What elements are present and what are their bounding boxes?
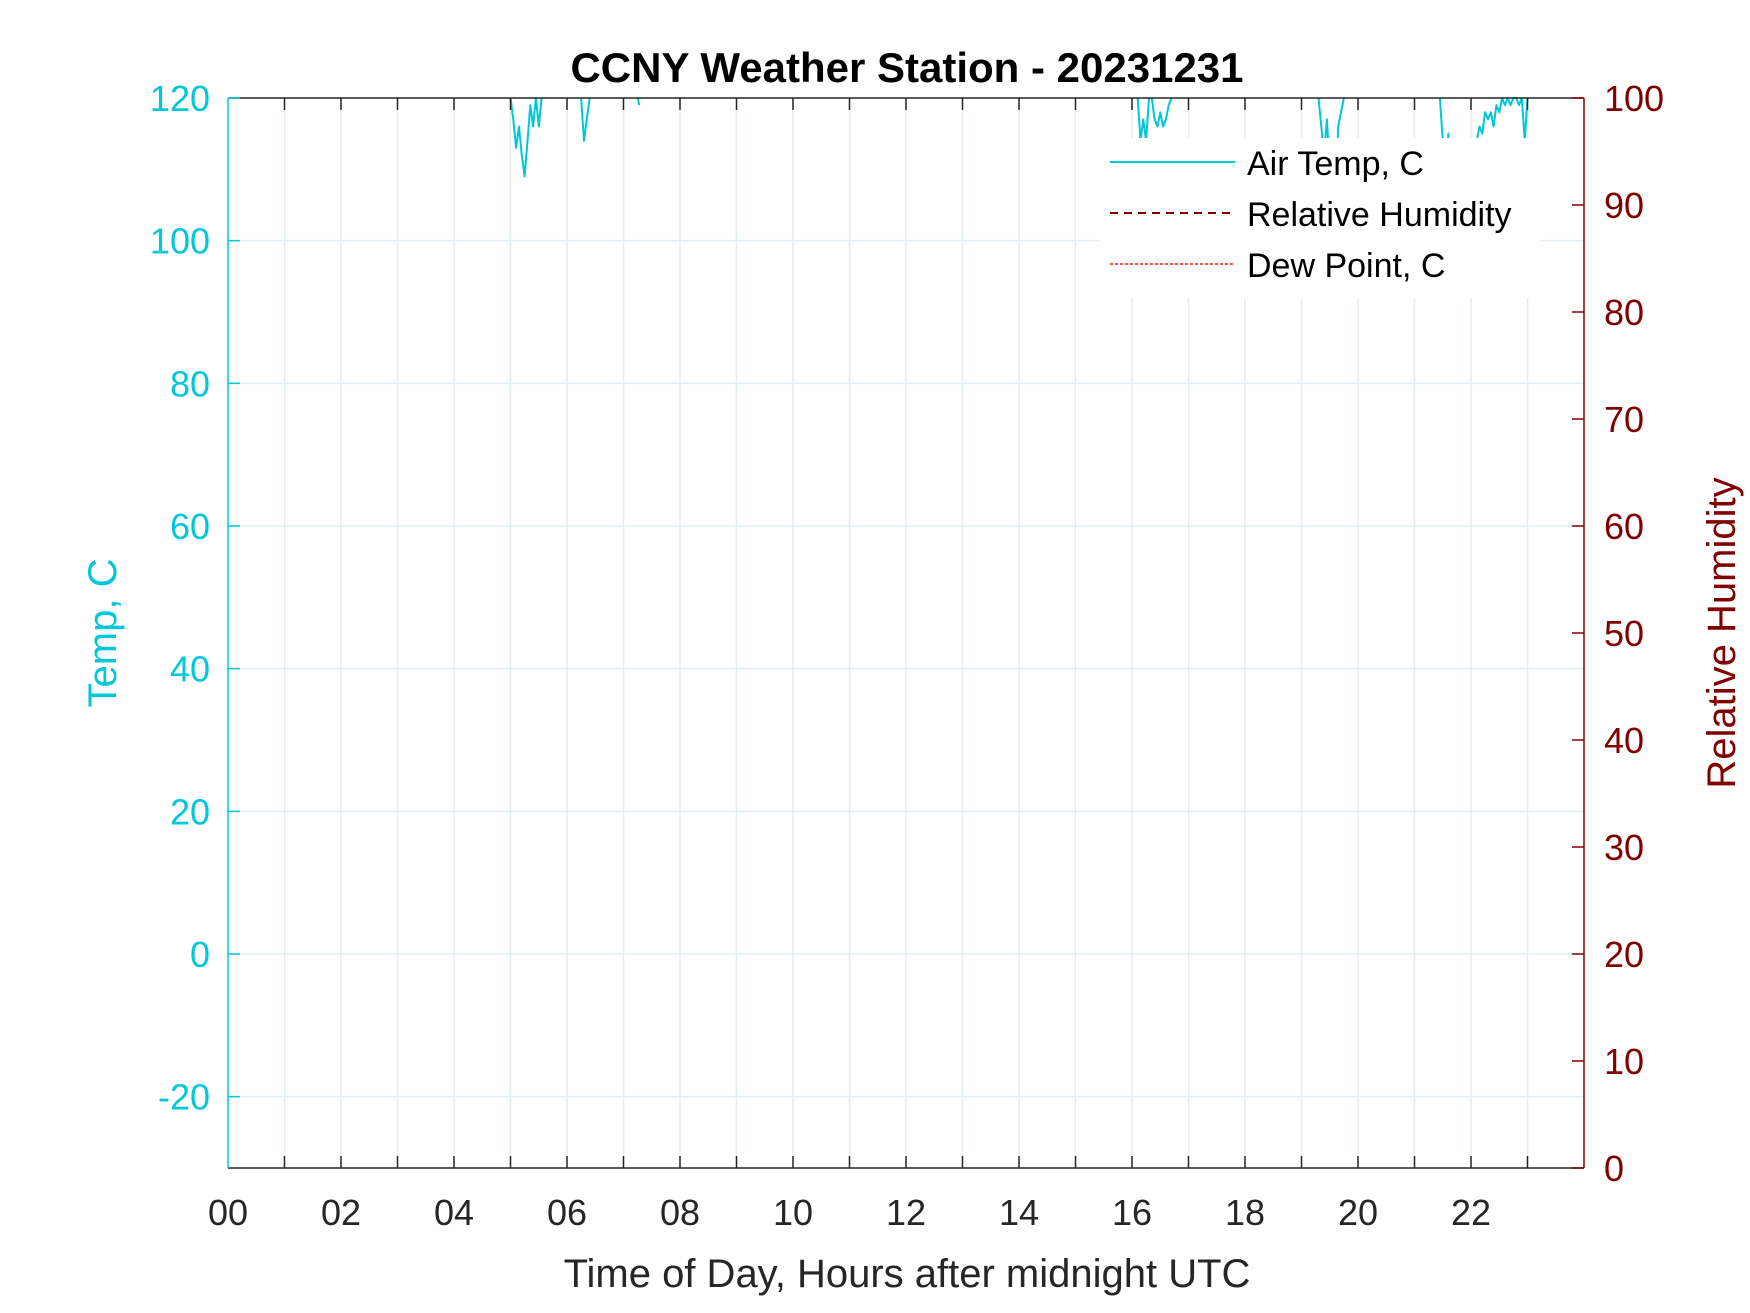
chart-title: CCNY Weather Station - 20231231	[570, 44, 1243, 91]
series-line-0	[509, 97, 543, 178]
x-tick-label: 12	[886, 1192, 926, 1233]
legend-box	[1100, 138, 1540, 298]
y-left-tick-label: 40	[170, 649, 210, 690]
y-right-tick-label: 0	[1604, 1148, 1624, 1189]
series-line-0	[636, 97, 641, 106]
y-right-tick-label: 70	[1604, 399, 1644, 440]
axes	[227, 97, 1585, 1169]
y-right-tick-label: 20	[1604, 934, 1644, 975]
y-right-tick-label: 100	[1604, 78, 1664, 119]
x-tick-label: 00	[208, 1192, 248, 1233]
x-tick-label: 08	[660, 1192, 700, 1233]
y-right-tick-label: 50	[1604, 613, 1644, 654]
y-left-tick-label: 20	[170, 791, 210, 832]
y-left-tick-label: 60	[170, 506, 210, 547]
x-axis-title: Time of Day, Hours after midnight UTC	[564, 1252, 1251, 1296]
legend-label-relative-humidity: Relative Humidity	[1247, 196, 1512, 234]
x-tick-label: 14	[999, 1192, 1039, 1233]
y-left-tick-label: 80	[170, 363, 210, 404]
tick-labels: 00 02 04 06 08 10 12 14 16 18 20 22120100806040200-…	[150, 78, 1664, 1233]
grid-lines	[228, 98, 1584, 1168]
y-axis-right-title: Relative Humidity	[1700, 477, 1744, 788]
legend-label-air-temp: Air Temp, C	[1247, 145, 1424, 183]
y-axis-left-title: Temp, C	[81, 559, 125, 708]
y-right-tick-label: 40	[1604, 720, 1644, 761]
y-right-tick-label: 10	[1604, 1041, 1644, 1082]
series-line-0	[1150, 97, 1173, 128]
series-line-0	[580, 97, 591, 142]
y-right-tick-label: 30	[1604, 827, 1644, 868]
x-tick-label: 16	[1112, 1192, 1152, 1233]
y-right-tick-label: 60	[1604, 506, 1644, 547]
x-tick-label: 20	[1338, 1192, 1378, 1233]
legend: Air Temp, C Relative Humidity Dew Point,…	[1100, 138, 1540, 298]
x-tick-label: 10	[773, 1192, 813, 1233]
legend-label-dew-point: Dew Point, C	[1247, 247, 1445, 285]
series-line-0	[1136, 97, 1150, 142]
x-tick-label: 22	[1451, 1192, 1491, 1233]
y-left-tick-label: 120	[150, 78, 210, 119]
y-left-tick-label: 100	[150, 221, 210, 262]
y-left-tick-label: -20	[158, 1077, 210, 1118]
x-tick-label: 02	[321, 1192, 361, 1233]
x-tick-label: 04	[434, 1192, 474, 1233]
x-tick-label: 18	[1225, 1192, 1265, 1233]
x-tick-label: 06	[547, 1192, 587, 1233]
y-left-tick-label: 0	[190, 934, 210, 975]
y-right-tick-label: 80	[1604, 292, 1644, 333]
y-right-tick-label: 90	[1604, 185, 1644, 226]
